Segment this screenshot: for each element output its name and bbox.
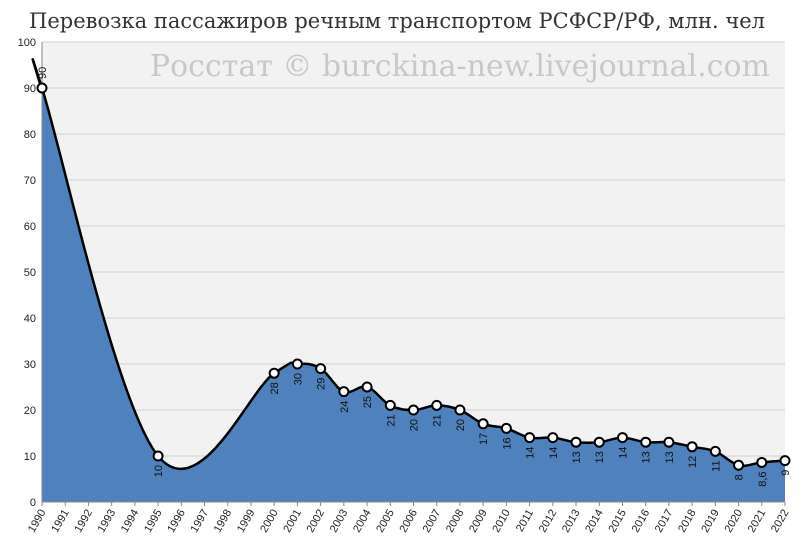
y-tick-label: 100 — [18, 37, 36, 49]
data-label: 20 — [455, 419, 467, 431]
data-label: 13 — [641, 451, 653, 463]
y-tick-label: 10 — [24, 451, 36, 463]
y-tick-label: 0 — [30, 497, 36, 509]
data-point — [686, 441, 698, 453]
y-tick-label: 70 — [24, 175, 36, 187]
y-tick-label: 60 — [24, 221, 36, 233]
data-label: 9 — [780, 470, 792, 476]
data-label: 14 — [617, 447, 629, 459]
data-label: 25 — [362, 396, 374, 408]
data-labels: 90 10 28 30 29 24 25 21 20 21 20 17 16 14 14 13 13 14 13 13… — [37, 67, 792, 487]
data-point — [547, 432, 559, 444]
data-point — [268, 367, 280, 379]
data-label: 14 — [525, 447, 537, 459]
data-point — [756, 456, 768, 468]
data-label: 21 — [385, 414, 397, 426]
y-axis-ticks: 0 10 20 30 40 50 60 70 80 90 100 — [18, 37, 36, 509]
y-tick-label: 20 — [24, 405, 36, 417]
data-point — [431, 399, 443, 411]
data-point — [361, 381, 373, 393]
data-point — [779, 455, 791, 467]
data-point — [733, 459, 745, 471]
data-label: 20 — [409, 419, 421, 431]
data-point — [616, 432, 628, 444]
data-label: 30 — [292, 373, 304, 385]
data-label: 12 — [687, 456, 699, 468]
data-label: 13 — [664, 451, 676, 463]
data-label: 21 — [432, 414, 444, 426]
data-point — [152, 450, 164, 462]
data-point — [384, 399, 396, 411]
data-point — [663, 436, 675, 448]
data-point — [36, 82, 48, 94]
data-label: 8 — [734, 474, 746, 480]
data-label: 28 — [269, 382, 281, 394]
data-point — [524, 432, 536, 444]
data-label: 24 — [339, 401, 351, 413]
data-point — [593, 436, 605, 448]
data-markers — [36, 82, 791, 471]
data-point — [291, 358, 303, 370]
data-label: 16 — [501, 437, 513, 449]
data-point — [477, 418, 489, 430]
data-label: 10 — [153, 465, 165, 477]
data-label: 11 — [710, 460, 722, 471]
data-label: 14 — [548, 447, 560, 459]
grid-lines — [42, 41, 785, 457]
data-point — [454, 404, 466, 416]
data-label: 17 — [478, 433, 490, 445]
data-point — [640, 436, 652, 448]
data-label: 13 — [571, 451, 583, 463]
data-point — [338, 386, 350, 398]
watermark: Росстат © burckina-new.livejournal.com — [150, 49, 770, 84]
y-tick-label: 30 — [24, 359, 36, 371]
y-tick-label: 50 — [24, 267, 36, 279]
data-point — [408, 404, 419, 416]
data-point — [570, 436, 582, 448]
y-tick-label: 90 — [24, 83, 36, 95]
y-tick-label: 80 — [24, 129, 36, 141]
data-label: 8,6 — [757, 471, 769, 486]
y-tick-label: 40 — [24, 313, 36, 325]
data-point — [315, 363, 327, 375]
data-label: 13 — [594, 451, 606, 463]
data-label: 29 — [316, 378, 328, 390]
data-point — [709, 445, 721, 457]
data-label: 90 — [37, 67, 49, 79]
chart-title: Перевозка пассажиров речным транспортом … — [29, 9, 765, 33]
data-point — [500, 422, 512, 434]
